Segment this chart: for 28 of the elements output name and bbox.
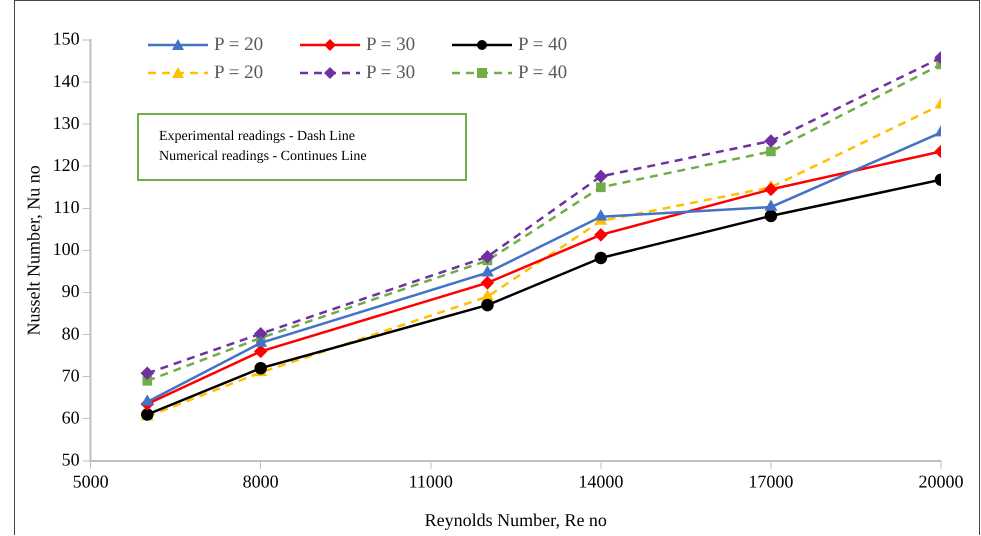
- x-tick-label: 8000: [242, 471, 279, 492]
- legend-label: P = 40: [518, 34, 568, 56]
- y-tick-label: 50: [62, 450, 80, 470]
- legend-label: P = 20: [214, 62, 264, 84]
- x-tick-label: 14000: [578, 471, 624, 492]
- annotation: Numerical readings - Continues Line: [159, 148, 368, 166]
- legend-label: P = 30: [366, 62, 416, 84]
- x-axis-title: Reynolds Number, Re no: [424, 510, 607, 530]
- y-tick-label: 70: [62, 365, 80, 386]
- x-tick-label: 5000: [72, 471, 109, 492]
- y-tick-label: 80: [62, 323, 80, 344]
- legend-label: P = 40: [518, 62, 568, 84]
- y-tick-label: 60: [62, 407, 80, 428]
- note-box: Experimental readings - Dash Line Numerical readings - Continues Line: [137, 113, 467, 181]
- legend-label: P = 30: [366, 34, 416, 56]
- y-tick-label: 90: [62, 281, 80, 302]
- legend-label: P = 20: [214, 34, 264, 56]
- x-tick-label: 20000: [918, 471, 964, 492]
- y-tick-label: 130: [52, 112, 80, 133]
- y-tick-label: 150: [52, 28, 80, 49]
- y-axis-title: Nusselt Number, Nu no: [24, 165, 44, 336]
- y-tick-label: 100: [52, 239, 80, 260]
- y-tick-label: 140: [52, 70, 80, 91]
- y-tick-label: 120: [52, 154, 80, 175]
- annotation: Experimental readings - Dash Line: [159, 128, 356, 146]
- x-tick-label: 11000: [408, 471, 453, 492]
- y-tick-label: 110: [53, 197, 80, 218]
- x-tick-label: 17000: [748, 471, 794, 492]
